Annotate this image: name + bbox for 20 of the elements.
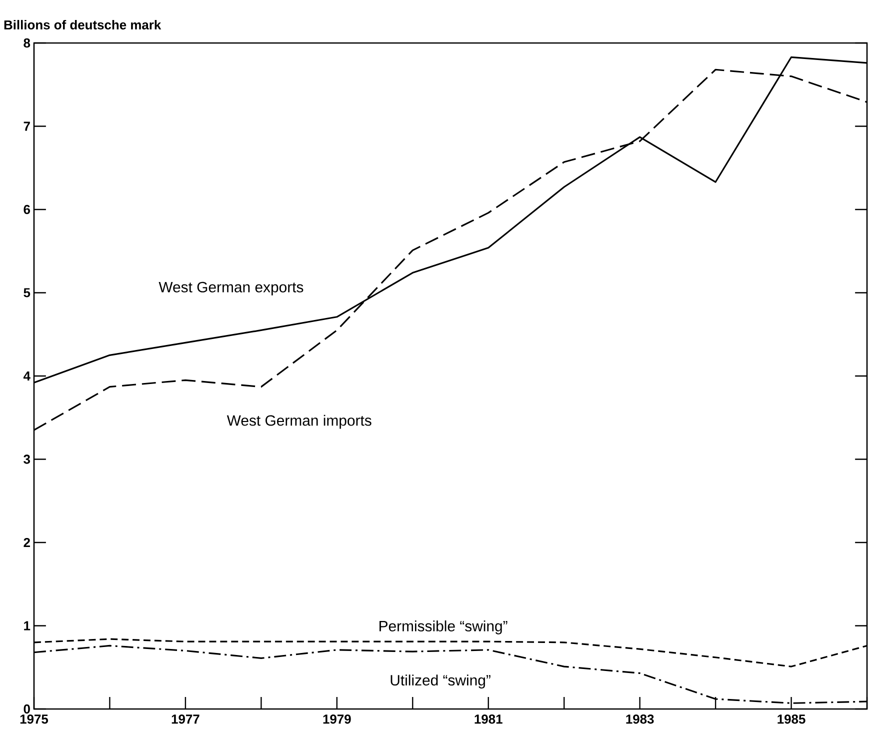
y-tick-label: 2 [24,538,30,548]
y-tick-label: 5 [24,288,30,298]
y-tick-label: 7 [24,122,30,131]
y-tick-label: 8 [24,38,30,48]
y-axis-title: Billions of deutsche mark [4,20,162,30]
x-tick-label: 1981 [474,714,502,724]
x-tick-label: 1983 [626,714,654,724]
y-tick-label: 3 [24,454,30,464]
text: West German imports [226,414,372,429]
y-tick-label: 4 [23,372,30,380]
x-tick-label: 1979 [323,714,351,724]
y-tick-label: 1 [24,621,30,630]
y-tick-label: 0 [24,704,30,714]
y-tick-label: 6 [24,204,30,214]
series-label: West German exports [158,282,304,296]
x-tick-label: 1985 [778,714,806,724]
x-tick-label: 1975 [20,714,48,724]
series-label: Utilized “swing” [390,674,490,688]
x-tick-label: 1977 [172,714,200,724]
series-label: Permissible “swing” [380,620,508,634]
